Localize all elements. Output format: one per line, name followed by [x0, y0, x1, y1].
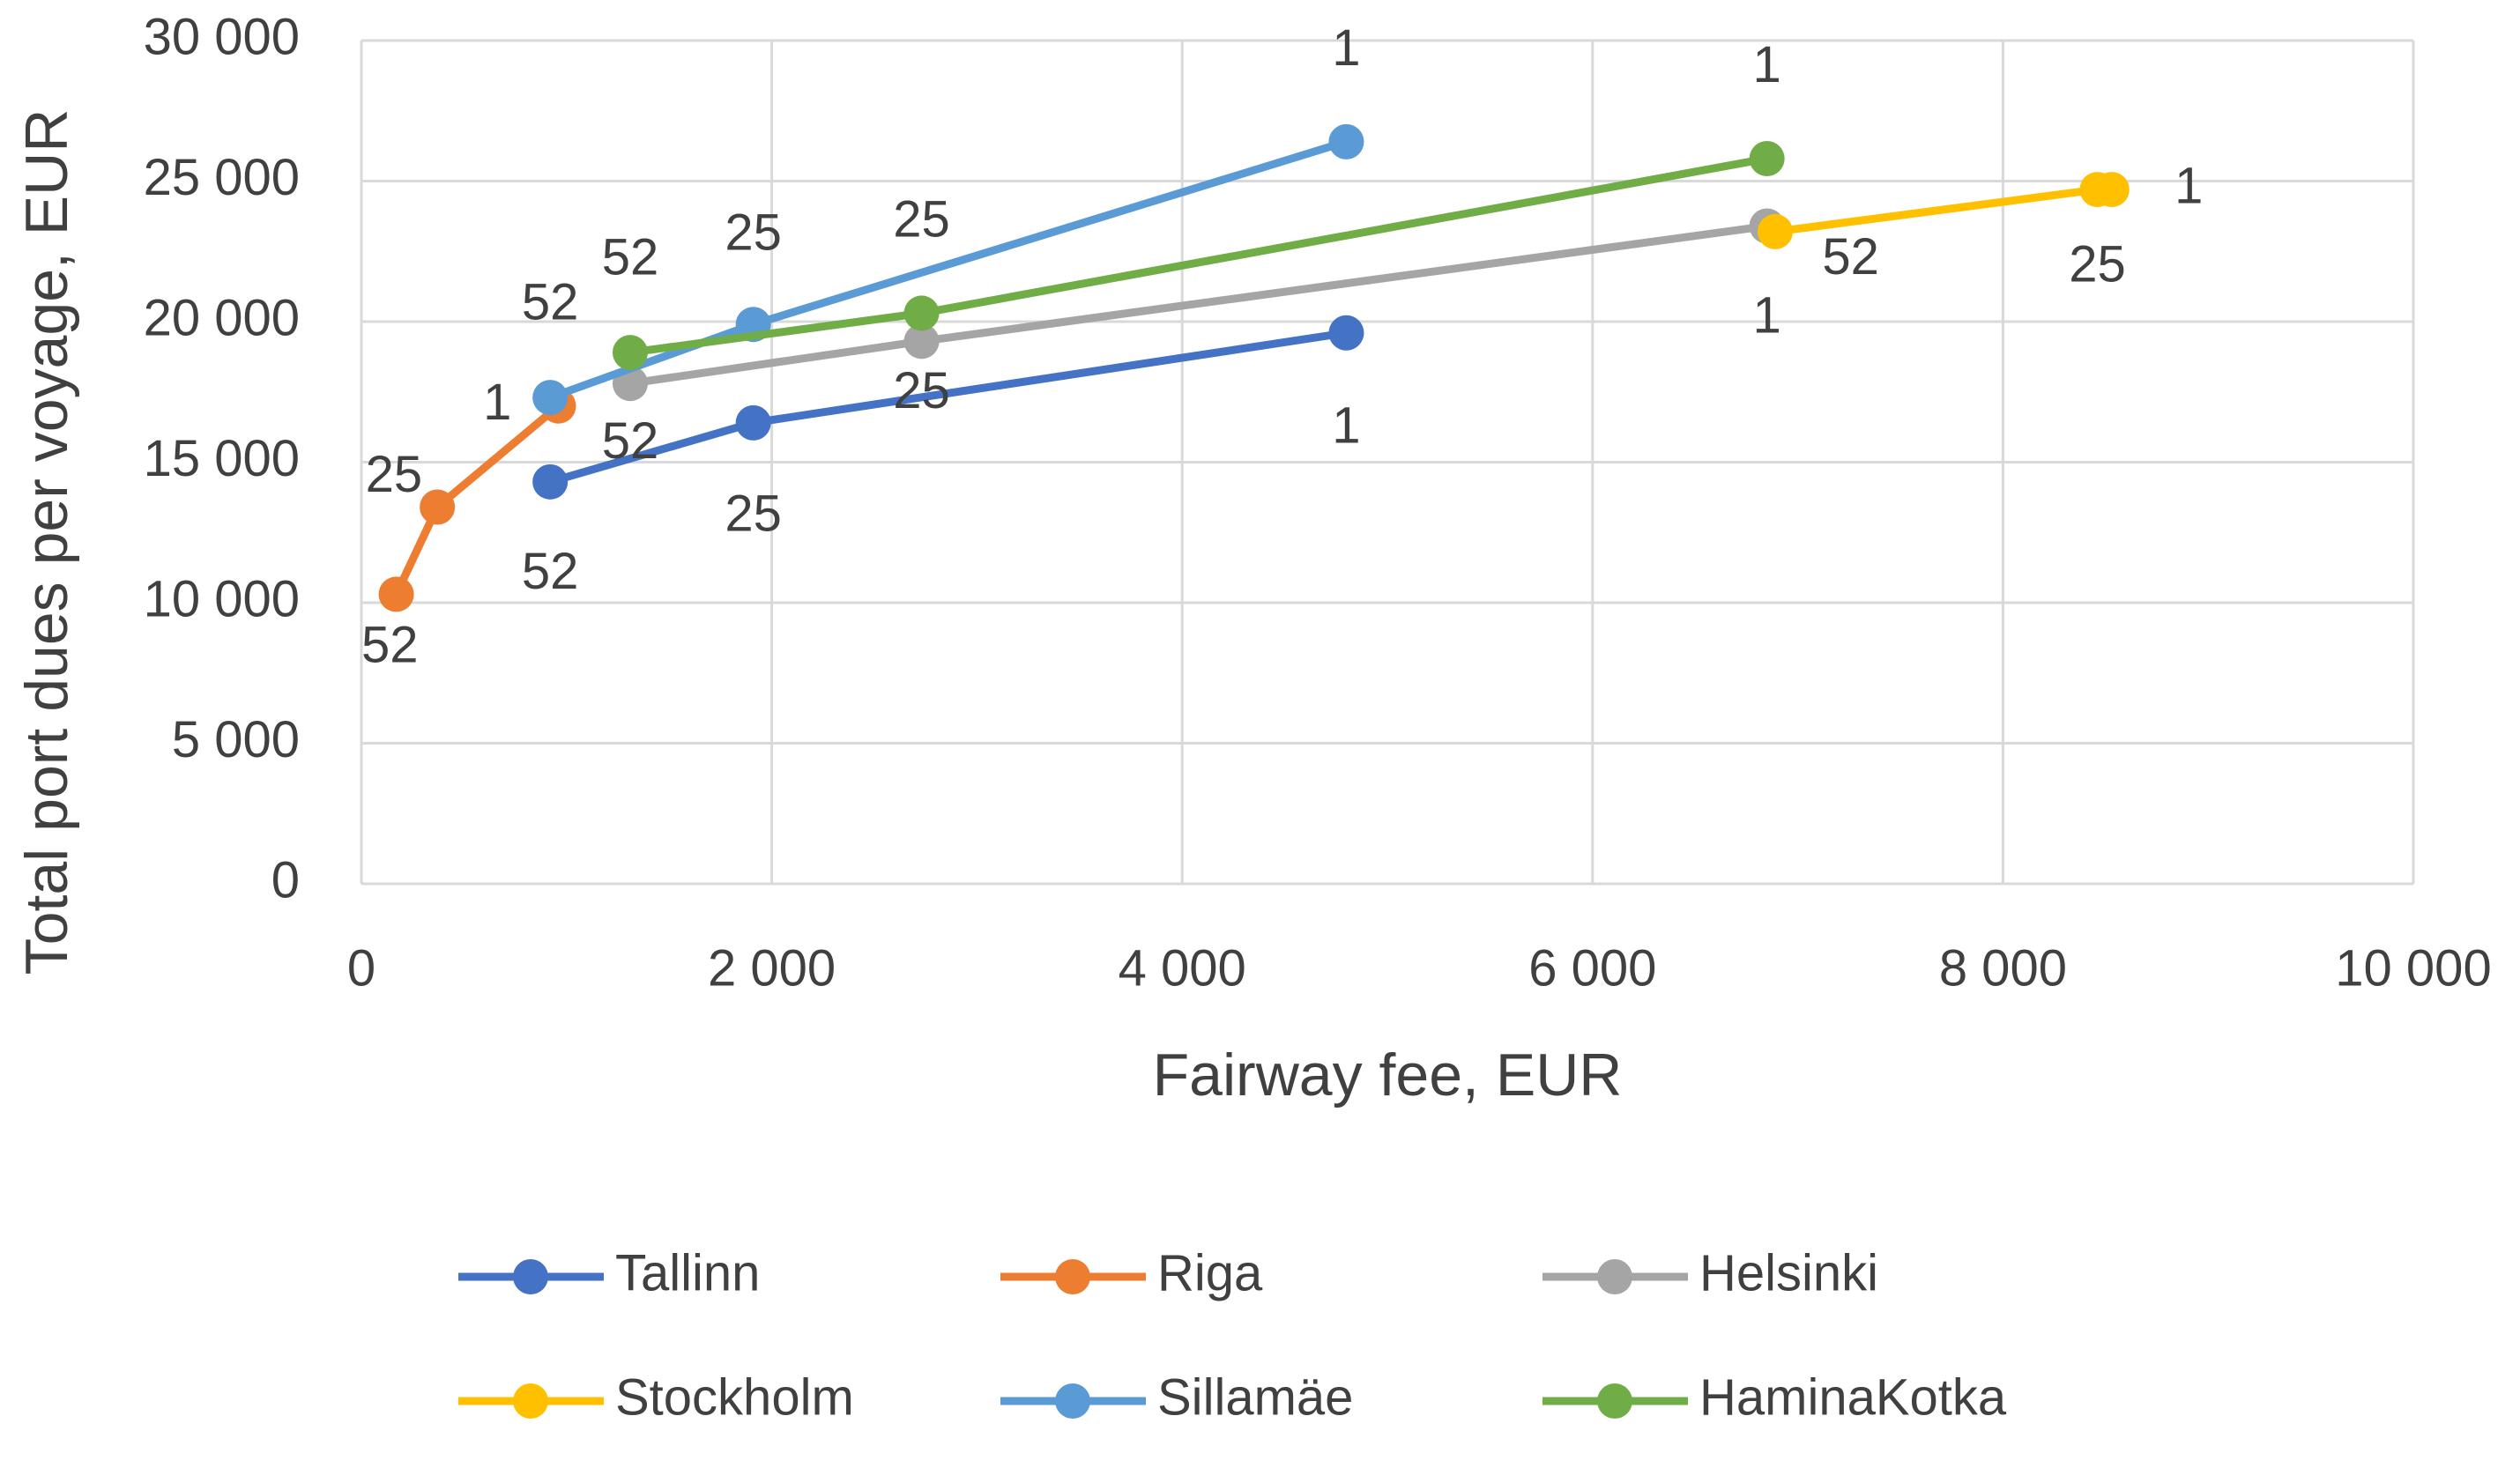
x-tick-label: 6 000 — [1528, 939, 1656, 997]
legend-marker — [1597, 1383, 1632, 1419]
data-label: 52 — [361, 617, 419, 674]
legend-label: Helsinki — [1699, 1244, 1878, 1301]
data-label: 25 — [366, 446, 423, 503]
data-label: 25 — [725, 486, 782, 543]
x-tick-label: 8 000 — [1939, 939, 2067, 997]
y-tick-label: 0 — [271, 851, 300, 908]
marker — [612, 335, 648, 371]
legend-marker — [513, 1383, 548, 1419]
data-label: 25 — [725, 204, 782, 261]
marker — [532, 380, 569, 416]
legend-label: Sillamäe — [1157, 1368, 1353, 1426]
data-label: 1 — [1332, 19, 1360, 77]
data-label: 25 — [893, 191, 950, 248]
marker — [1749, 140, 1785, 176]
marker — [735, 404, 771, 441]
data-label: 1 — [1753, 287, 1781, 345]
data-label: 52 — [522, 274, 579, 331]
legend-label: Riga — [1157, 1244, 1263, 1301]
data-label: 1 — [2174, 157, 2203, 214]
y-tick-label: 10 000 — [144, 570, 300, 627]
legend-marker — [1055, 1383, 1090, 1419]
x-tick-label: 10 000 — [2335, 939, 2491, 997]
y-tick-label: 15 000 — [144, 430, 300, 487]
legend-marker — [1597, 1259, 1632, 1294]
x-tick-label: 0 — [347, 939, 375, 997]
x-axis-title: Fairway fee, EUR — [1153, 1042, 1623, 1108]
marker — [1328, 315, 1364, 351]
legend-marker — [513, 1259, 548, 1294]
marker — [903, 295, 940, 331]
data-label: 52 — [602, 412, 659, 470]
data-label: 1 — [483, 374, 511, 431]
data-label: 52 — [602, 229, 659, 286]
y-tick-label: 5 000 — [172, 711, 300, 768]
marker — [903, 323, 940, 360]
legend-label: Tallinn — [615, 1244, 760, 1301]
marker — [2093, 172, 2130, 208]
marker — [1757, 213, 1793, 249]
y-tick-label: 20 000 — [144, 289, 300, 346]
data-label: 52 — [1822, 228, 1879, 285]
marker — [1328, 123, 1364, 159]
legend-label: Stockholm — [615, 1368, 854, 1426]
marker — [378, 576, 414, 612]
data-label: 52 — [522, 543, 579, 600]
data-label: 25 — [893, 362, 950, 419]
data-label: 25 — [2069, 236, 2126, 293]
x-tick-label: 2 000 — [708, 939, 836, 997]
legend-marker — [1055, 1259, 1090, 1294]
legend-label: HaminaKotka — [1699, 1368, 2007, 1426]
x-tick-label: 4 000 — [1119, 939, 1246, 997]
marker — [532, 463, 569, 500]
data-label: 1 — [1332, 397, 1360, 454]
y-axis-title: Total port dues per voyage, EUR — [13, 109, 80, 975]
y-tick-label: 25 000 — [144, 149, 300, 206]
y-tick-label: 30 000 — [144, 8, 300, 65]
marker — [420, 489, 456, 525]
data-label: 1 — [1753, 36, 1781, 93]
